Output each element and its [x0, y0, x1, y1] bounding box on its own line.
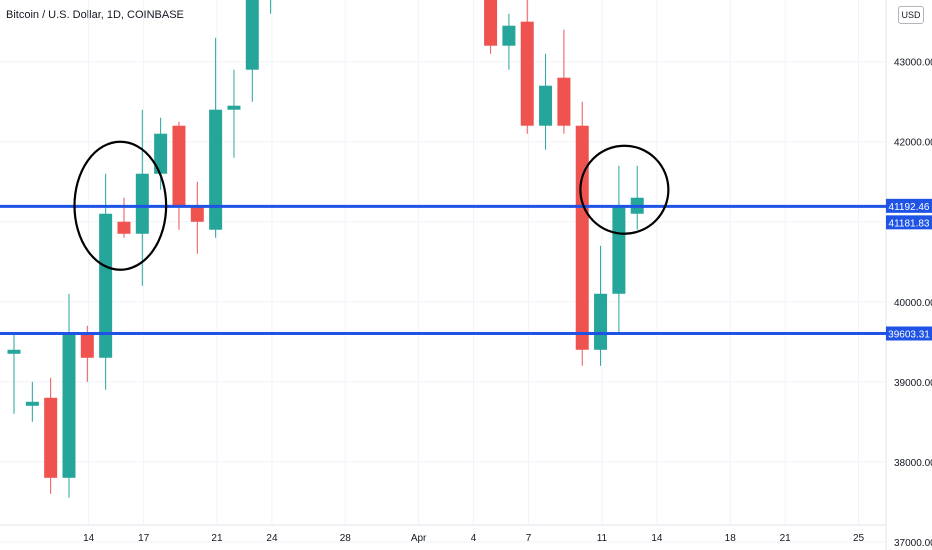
price-label: 41192.46	[889, 202, 930, 213]
price-label: 39603.31	[888, 330, 930, 341]
x-tick-label: 14	[83, 533, 95, 544]
x-tick-label: 25	[853, 533, 865, 544]
candle-body[interactable]	[117, 221, 131, 234]
x-tick-label: 4	[471, 533, 477, 544]
candle-body[interactable]	[612, 205, 626, 294]
candle-body[interactable]	[539, 85, 553, 126]
annotation-circle[interactable]	[73, 140, 168, 271]
x-tick-label: 18	[725, 533, 737, 544]
candle-body[interactable]	[209, 109, 223, 230]
x-tick-label: 7	[526, 533, 532, 544]
candle-body[interactable]	[245, 0, 259, 70]
candle-body[interactable]	[80, 333, 94, 358]
x-tick-label: 28	[340, 533, 352, 544]
candle-body[interactable]	[520, 21, 534, 126]
candle-body[interactable]	[99, 213, 113, 358]
candle-body[interactable]	[502, 25, 516, 46]
y-tick-label: 39000.00	[894, 378, 932, 389]
y-tick-label: 43000.00	[894, 58, 932, 69]
candle-body[interactable]	[7, 349, 21, 354]
candle-body[interactable]	[227, 105, 241, 110]
y-tick-label: 38000.00	[894, 458, 932, 469]
candle-body[interactable]	[62, 333, 76, 478]
candle-body[interactable]	[44, 397, 58, 478]
y-tick-label: 42000.00	[894, 138, 932, 149]
candle-body[interactable]	[594, 293, 608, 350]
y-tick-label: 37000.00	[894, 538, 932, 549]
x-tick-label: 17	[138, 533, 150, 544]
currency-button[interactable]: USD	[898, 6, 924, 24]
annotation-circle[interactable]	[579, 144, 670, 235]
chart-title: Bitcoin / U.S. Dollar, 1D, COINBASE	[6, 9, 184, 21]
candle-body[interactable]	[575, 125, 589, 350]
candle-body[interactable]	[484, 0, 498, 46]
y-tick-label: 40000.00	[894, 298, 932, 309]
candle-body[interactable]	[25, 401, 39, 406]
price-label-bg	[886, 198, 932, 213]
x-tick-label: Apr	[411, 533, 427, 544]
candle-body[interactable]	[154, 133, 168, 174]
x-tick-label: 21	[780, 533, 792, 544]
x-tick-label: 24	[266, 533, 278, 544]
x-tick-label: 21	[211, 533, 223, 544]
candle-body[interactable]	[557, 77, 571, 126]
candle-body[interactable]	[135, 173, 149, 234]
candle-body[interactable]	[190, 205, 204, 222]
last-price-label: 41181.83	[889, 218, 930, 229]
candle-body[interactable]	[172, 125, 186, 206]
x-tick-label: 14	[651, 533, 663, 544]
price-label-bg	[886, 326, 932, 341]
last-price-label-bg	[886, 215, 932, 230]
x-tick-label: 11	[597, 533, 608, 544]
